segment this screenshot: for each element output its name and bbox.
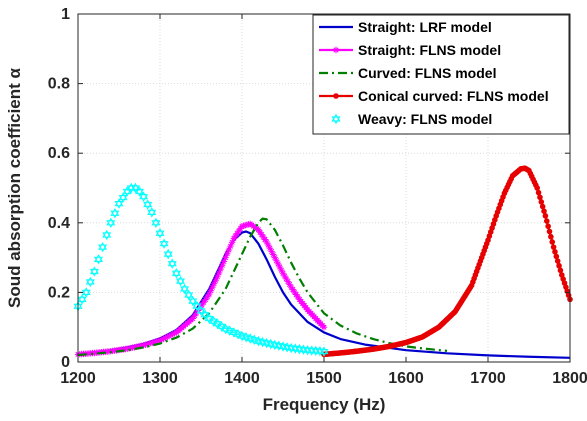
series-conical-curved-flns-model-marker	[551, 245, 556, 250]
legend-item-conical-curved-flns-model-marker	[334, 94, 339, 99]
x-tick-label: 1700	[470, 370, 506, 387]
series-conical-curved-flns-model-marker	[542, 209, 547, 214]
y-tick-label: 1	[61, 6, 70, 23]
x-tick-label: 1800	[552, 370, 587, 387]
series-conical-curved-flns-model-marker	[535, 186, 540, 191]
series-conical-curved-flns-model-marker	[553, 250, 558, 255]
series-conical-curved-flns-model-marker	[547, 229, 552, 234]
y-tick-label: 0.4	[48, 215, 70, 232]
y-axis-title: Soud absorption coefficient α	[5, 67, 24, 308]
series-conical-curved-flns-model-marker	[536, 190, 541, 195]
series-conical-curved-flns-model-marker	[549, 234, 554, 239]
legend-item-straight-lrf-model-label: Straight: LRF model	[358, 19, 492, 35]
x-tick-label: 1500	[306, 370, 342, 387]
series-conical-curved-flns-model-marker	[539, 200, 544, 205]
legend-item-conical-curved-flns-model-label: Conical curved: FLNS model	[358, 88, 549, 104]
x-tick-label: 1300	[142, 370, 178, 387]
series-conical-curved-flns-model-marker	[538, 195, 543, 200]
series-conical-curved-flns-model-marker	[543, 214, 548, 219]
x-axis-title: Frequency (Hz)	[263, 395, 386, 414]
y-tick-label: 0.8	[48, 76, 70, 93]
series-conical-curved-flns-model-marker	[550, 240, 555, 245]
legend: Straight: LRF model Straight: FLNS model C…	[313, 15, 569, 134]
y-tick-label: 0.2	[48, 284, 70, 301]
y-tick-label: 0.6	[48, 145, 70, 162]
series-conical-curved-flns-model-marker	[557, 263, 562, 268]
series-conical-curved-flns-model-marker	[554, 254, 559, 259]
legend-item-curved-flns-model-label: Curved: FLNS model	[358, 65, 496, 81]
x-tick-label: 1200	[60, 370, 96, 387]
x-tick-label: 1600	[388, 370, 424, 387]
x-tick-label: 1400	[224, 370, 260, 387]
series-conical-curved-flns-model-marker	[546, 224, 551, 229]
legend-item-straight-flns-model-label: Straight: FLNS model	[358, 42, 501, 58]
series-conical-curved-flns-model-marker	[544, 219, 549, 224]
legend-item-weavy-flns-model-label: Weavy: FLNS model	[358, 111, 492, 127]
series-conical-curved-flns-model-marker	[558, 268, 563, 273]
series-conical-curved-flns-model-marker	[540, 204, 545, 209]
series-conical-curved-flns-model-marker	[555, 259, 560, 264]
y-tick-label: 0	[61, 354, 70, 371]
